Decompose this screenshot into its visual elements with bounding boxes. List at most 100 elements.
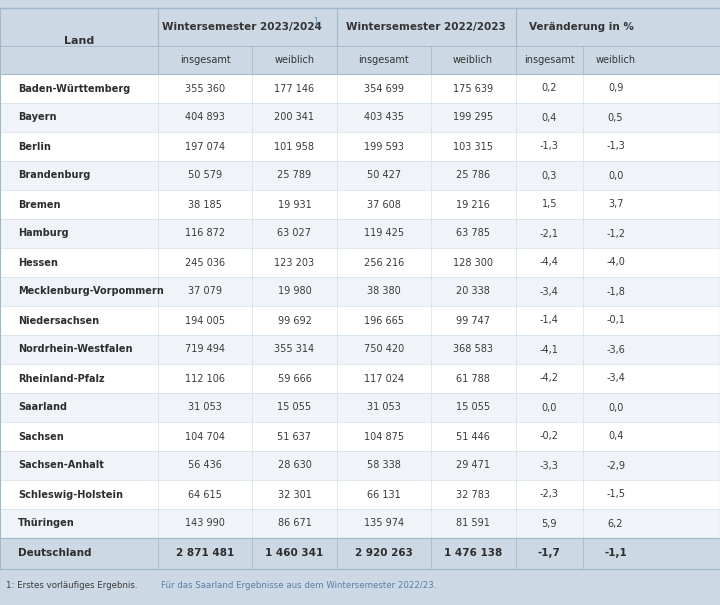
Text: 0,4: 0,4 bbox=[608, 431, 624, 442]
Text: Sachsen-Anhalt: Sachsen-Anhalt bbox=[18, 460, 104, 471]
Text: -4,0: -4,0 bbox=[606, 258, 625, 267]
Bar bbox=[0, 335, 720, 364]
Text: 175 639: 175 639 bbox=[453, 83, 493, 94]
Text: 0,4: 0,4 bbox=[541, 113, 557, 122]
Text: -2,1: -2,1 bbox=[540, 229, 559, 238]
Bar bbox=[0, 103, 720, 132]
Text: Wintersemester 2022/2023: Wintersemester 2022/2023 bbox=[346, 22, 506, 32]
Text: 2 871 481: 2 871 481 bbox=[176, 549, 234, 558]
Text: 119 425: 119 425 bbox=[364, 229, 404, 238]
Text: -2,9: -2,9 bbox=[606, 460, 625, 471]
Text: -1,3: -1,3 bbox=[540, 142, 559, 151]
Text: insgesamt: insgesamt bbox=[359, 55, 409, 65]
Bar bbox=[0, 480, 720, 509]
Text: 81 591: 81 591 bbox=[456, 518, 490, 529]
Text: 103 315: 103 315 bbox=[453, 142, 493, 151]
Text: -1,2: -1,2 bbox=[606, 229, 625, 238]
Text: 199 593: 199 593 bbox=[364, 142, 404, 151]
Text: Rheinland-Pfalz: Rheinland-Pfalz bbox=[18, 373, 104, 384]
Text: -4,1: -4,1 bbox=[540, 344, 559, 355]
Text: 99 747: 99 747 bbox=[456, 315, 490, 325]
Text: 750 420: 750 420 bbox=[364, 344, 404, 355]
Text: Baden-Württemberg: Baden-Württemberg bbox=[18, 83, 130, 94]
Text: 66 131: 66 131 bbox=[367, 489, 400, 500]
Text: weiblich: weiblich bbox=[453, 55, 493, 65]
Text: 64 615: 64 615 bbox=[188, 489, 222, 500]
Text: 0,0: 0,0 bbox=[541, 402, 557, 413]
Bar bbox=[431, 46, 516, 74]
Text: 0,2: 0,2 bbox=[541, 83, 557, 94]
Bar bbox=[158, 46, 252, 74]
Text: 404 893: 404 893 bbox=[185, 113, 225, 122]
Bar bbox=[0, 219, 720, 248]
Text: 29 471: 29 471 bbox=[456, 460, 490, 471]
Text: 101 958: 101 958 bbox=[274, 142, 315, 151]
Text: 245 036: 245 036 bbox=[185, 258, 225, 267]
Text: 37 608: 37 608 bbox=[366, 200, 401, 209]
Text: 15 055: 15 055 bbox=[277, 402, 312, 413]
Text: insgesamt: insgesamt bbox=[524, 55, 575, 65]
Text: -4,2: -4,2 bbox=[540, 373, 559, 384]
Text: Berlin: Berlin bbox=[18, 142, 51, 151]
Text: Saarland: Saarland bbox=[18, 402, 67, 413]
Text: 63 785: 63 785 bbox=[456, 229, 490, 238]
Text: 58 338: 58 338 bbox=[366, 460, 401, 471]
Text: 50 579: 50 579 bbox=[188, 171, 222, 180]
Text: Bremen: Bremen bbox=[18, 200, 60, 209]
Text: 200 341: 200 341 bbox=[274, 113, 315, 122]
Text: 15 055: 15 055 bbox=[456, 402, 490, 413]
Text: 196 665: 196 665 bbox=[364, 315, 404, 325]
Bar bbox=[158, 8, 337, 46]
Text: 197 074: 197 074 bbox=[185, 142, 225, 151]
Text: weiblich: weiblich bbox=[595, 55, 636, 65]
Text: weiblich: weiblich bbox=[274, 55, 315, 65]
Text: -3,6: -3,6 bbox=[606, 344, 625, 355]
Text: 63 027: 63 027 bbox=[277, 229, 312, 238]
Text: 3,7: 3,7 bbox=[608, 200, 624, 209]
Text: 31 053: 31 053 bbox=[188, 402, 222, 413]
Text: Brandenburg: Brandenburg bbox=[18, 171, 91, 180]
Bar bbox=[0, 538, 720, 569]
Bar bbox=[0, 509, 720, 538]
Text: 99 692: 99 692 bbox=[277, 315, 312, 325]
Bar bbox=[583, 46, 648, 74]
Text: 354 699: 354 699 bbox=[364, 83, 404, 94]
Text: 355 360: 355 360 bbox=[185, 83, 225, 94]
Bar bbox=[252, 46, 337, 74]
Text: -3,4: -3,4 bbox=[540, 287, 559, 296]
Text: Sachsen: Sachsen bbox=[18, 431, 64, 442]
Text: 20 338: 20 338 bbox=[456, 287, 490, 296]
Text: Hessen: Hessen bbox=[18, 258, 58, 267]
Text: Wintersemester 2023/2024: Wintersemester 2023/2024 bbox=[162, 22, 322, 32]
Text: -3,4: -3,4 bbox=[606, 373, 625, 384]
Bar bbox=[337, 8, 516, 46]
Text: 135 974: 135 974 bbox=[364, 518, 404, 529]
Bar bbox=[0, 46, 158, 74]
Text: 0,3: 0,3 bbox=[541, 171, 557, 180]
Text: -2,3: -2,3 bbox=[540, 489, 559, 500]
Text: 19 980: 19 980 bbox=[278, 287, 311, 296]
Bar bbox=[0, 422, 720, 451]
Bar bbox=[0, 132, 720, 161]
Text: 6,2: 6,2 bbox=[608, 518, 624, 529]
Text: 123 203: 123 203 bbox=[274, 258, 315, 267]
Text: -1,4: -1,4 bbox=[540, 315, 559, 325]
Bar bbox=[0, 248, 720, 277]
Text: 1: Erstes vorläufiges Ergebnis.: 1: Erstes vorläufiges Ergebnis. bbox=[6, 581, 140, 589]
Text: 51 446: 51 446 bbox=[456, 431, 490, 442]
Text: -1,5: -1,5 bbox=[606, 489, 625, 500]
Bar bbox=[516, 46, 583, 74]
Bar bbox=[0, 364, 720, 393]
Text: -1,3: -1,3 bbox=[606, 142, 625, 151]
Text: 25 789: 25 789 bbox=[277, 171, 312, 180]
Text: Für das Saarland Ergebnisse aus dem Wintersemester 2022/23.: Für das Saarland Ergebnisse aus dem Wint… bbox=[161, 581, 436, 589]
Text: 5,9: 5,9 bbox=[541, 518, 557, 529]
Text: Veränderung in %: Veränderung in % bbox=[529, 22, 634, 32]
Text: Thüringen: Thüringen bbox=[18, 518, 75, 529]
Text: 112 106: 112 106 bbox=[185, 373, 225, 384]
Text: 355 314: 355 314 bbox=[274, 344, 315, 355]
Text: 19 931: 19 931 bbox=[278, 200, 311, 209]
Text: 0,9: 0,9 bbox=[608, 83, 624, 94]
Bar bbox=[516, 8, 648, 46]
Text: 56 436: 56 436 bbox=[188, 460, 222, 471]
